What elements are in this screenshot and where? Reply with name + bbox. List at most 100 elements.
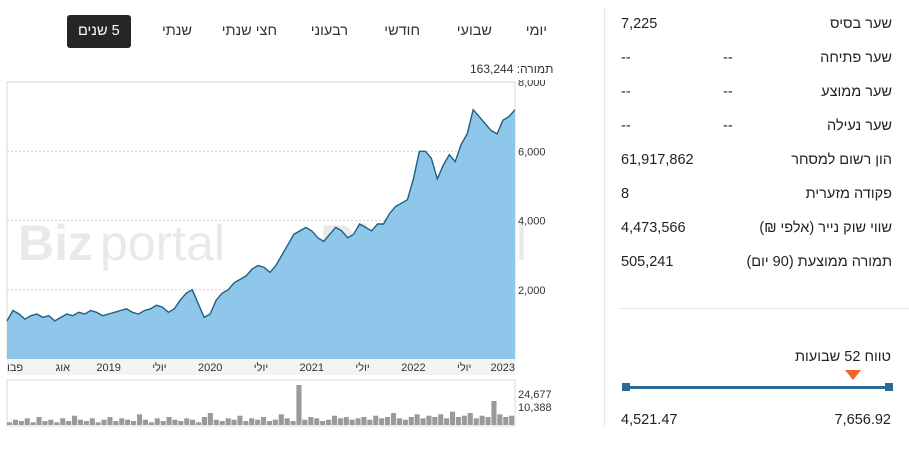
volume-bar — [426, 415, 432, 425]
volume-bar — [314, 418, 320, 425]
stat-value: -- — [621, 50, 631, 66]
volume-bar — [66, 421, 72, 425]
volume-bar — [30, 422, 36, 425]
volume-bar — [509, 415, 515, 425]
volume-bar — [48, 419, 54, 425]
volume-bars — [7, 385, 515, 425]
volume-bar — [438, 414, 444, 425]
volume-bar — [308, 417, 314, 425]
watermark-light: portal — [100, 215, 225, 271]
volume-bar — [24, 418, 30, 425]
tab-5-years[interactable]: 5 שנים — [67, 15, 131, 48]
volume-bar — [361, 417, 367, 425]
stat-registered-capital: הון רשום למסחר 61,917,862 — [605, 144, 909, 178]
y-tick-label: 2,000 — [518, 285, 546, 297]
stat-base-price: שער בסיס 7,225 — [605, 8, 909, 42]
y-tick-label: 8,000 — [518, 80, 546, 89]
tab-quarterly[interactable]: רבעוני — [310, 23, 348, 39]
volume-bar — [89, 418, 95, 425]
y-axis-labels: 8,000 6,000 4,000 2,000 — [518, 80, 546, 297]
stat-label: שער נעילה — [827, 118, 892, 134]
volume-tick-label: 24,677 — [518, 389, 552, 401]
tab-half-year[interactable]: חצי שנתי — [221, 23, 277, 39]
volume-bar — [172, 419, 178, 425]
stat-value: 4,473,566 — [621, 220, 686, 236]
volume-bar — [491, 401, 497, 425]
volume-bar — [77, 419, 83, 425]
stat-value: 61,917,862 — [621, 152, 694, 168]
volume-bar — [343, 417, 349, 425]
price-line — [6, 108, 516, 322]
stat-label: שווי שוק נייר (אלפי ₪) — [759, 220, 892, 236]
stat-value: 505,241 — [621, 254, 674, 270]
range-track — [625, 386, 889, 389]
volume-bar — [420, 418, 426, 425]
volume-bar — [160, 421, 166, 425]
stat-change: -- — [723, 84, 733, 100]
x-tick-label: יולי — [254, 361, 268, 374]
volume-bar — [137, 414, 143, 425]
stat-label: תמורה ממוצעת (90 יום) — [746, 254, 892, 270]
stat-close-price: שער נעילה -- -- — [605, 110, 909, 144]
volume-bar — [113, 421, 119, 425]
volume-bar — [408, 417, 414, 425]
volume-bar — [367, 419, 373, 425]
range-high-knob — [885, 383, 893, 391]
range-low-value: 4,521.47 — [621, 412, 678, 428]
volume-bar — [302, 419, 308, 425]
volume-bar — [119, 418, 125, 425]
volume-bar — [219, 421, 225, 425]
volume-bar — [131, 421, 137, 425]
volume-bar — [12, 419, 18, 425]
volume-bar — [196, 422, 202, 425]
volume-bar — [461, 415, 467, 425]
volume-caption: תמורה: 163,244 — [470, 62, 554, 76]
volume-bar — [125, 419, 131, 425]
volume-bar — [455, 417, 461, 425]
volume-bar — [154, 418, 160, 425]
volume-bar — [261, 417, 267, 425]
tab-daily[interactable]: יומי — [525, 23, 547, 39]
x-tick-label: פבו — [7, 362, 23, 374]
stat-open-price: שער פתיחה -- -- — [605, 42, 909, 76]
volume-bar — [184, 418, 190, 425]
volume-bar — [60, 418, 66, 425]
stat-change: -- — [723, 50, 733, 66]
volume-bar — [479, 415, 485, 425]
volume-bar — [36, 417, 42, 425]
range-low-knob — [622, 383, 630, 391]
volume-bar — [432, 417, 438, 425]
volume-bar — [272, 419, 278, 425]
tab-weekly[interactable]: שבועי — [456, 23, 492, 39]
volume-bar — [213, 419, 219, 425]
volume-bar — [473, 418, 479, 425]
tab-yearly[interactable]: שנתי — [161, 23, 192, 39]
x-tick-label: 2021 — [300, 362, 324, 374]
x-tick-label: 2019 — [96, 362, 120, 374]
stat-value: 7,225 — [621, 16, 658, 32]
volume-bar — [414, 414, 420, 425]
x-tick-label: 2023 — [491, 362, 515, 374]
volume-bar — [54, 422, 60, 425]
stat-label: שער פתיחה — [820, 50, 892, 66]
volume-bar — [7, 422, 13, 425]
x-tick-label: יולי — [355, 361, 369, 374]
range-current-marker — [844, 370, 861, 380]
stat-value: -- — [621, 84, 631, 100]
x-tick-label: יולי — [152, 361, 166, 374]
volume-bar — [396, 418, 402, 425]
tab-monthly[interactable]: חודשי — [384, 23, 420, 39]
volume-bar — [355, 418, 361, 425]
divider — [619, 308, 909, 309]
volume-bar — [391, 413, 397, 425]
volume-bar — [201, 417, 207, 425]
volume-bar — [72, 415, 78, 425]
price-chart: Biz portal Biz portal 8,0006,0004,0002,0… — [6, 80, 552, 427]
stat-avg-turnover: תמורה ממוצעת (90 יום) 505,241 — [605, 246, 909, 280]
volume-bar — [320, 421, 326, 425]
volume-bar — [284, 418, 290, 425]
x-axis-labels: פבו אוג 2019 יולי 2020 יולי 2021 יולי 2022 יולי 20… — [7, 361, 515, 374]
x-tick-label: יולי — [457, 361, 471, 374]
watermark-bold: Biz — [18, 215, 93, 271]
